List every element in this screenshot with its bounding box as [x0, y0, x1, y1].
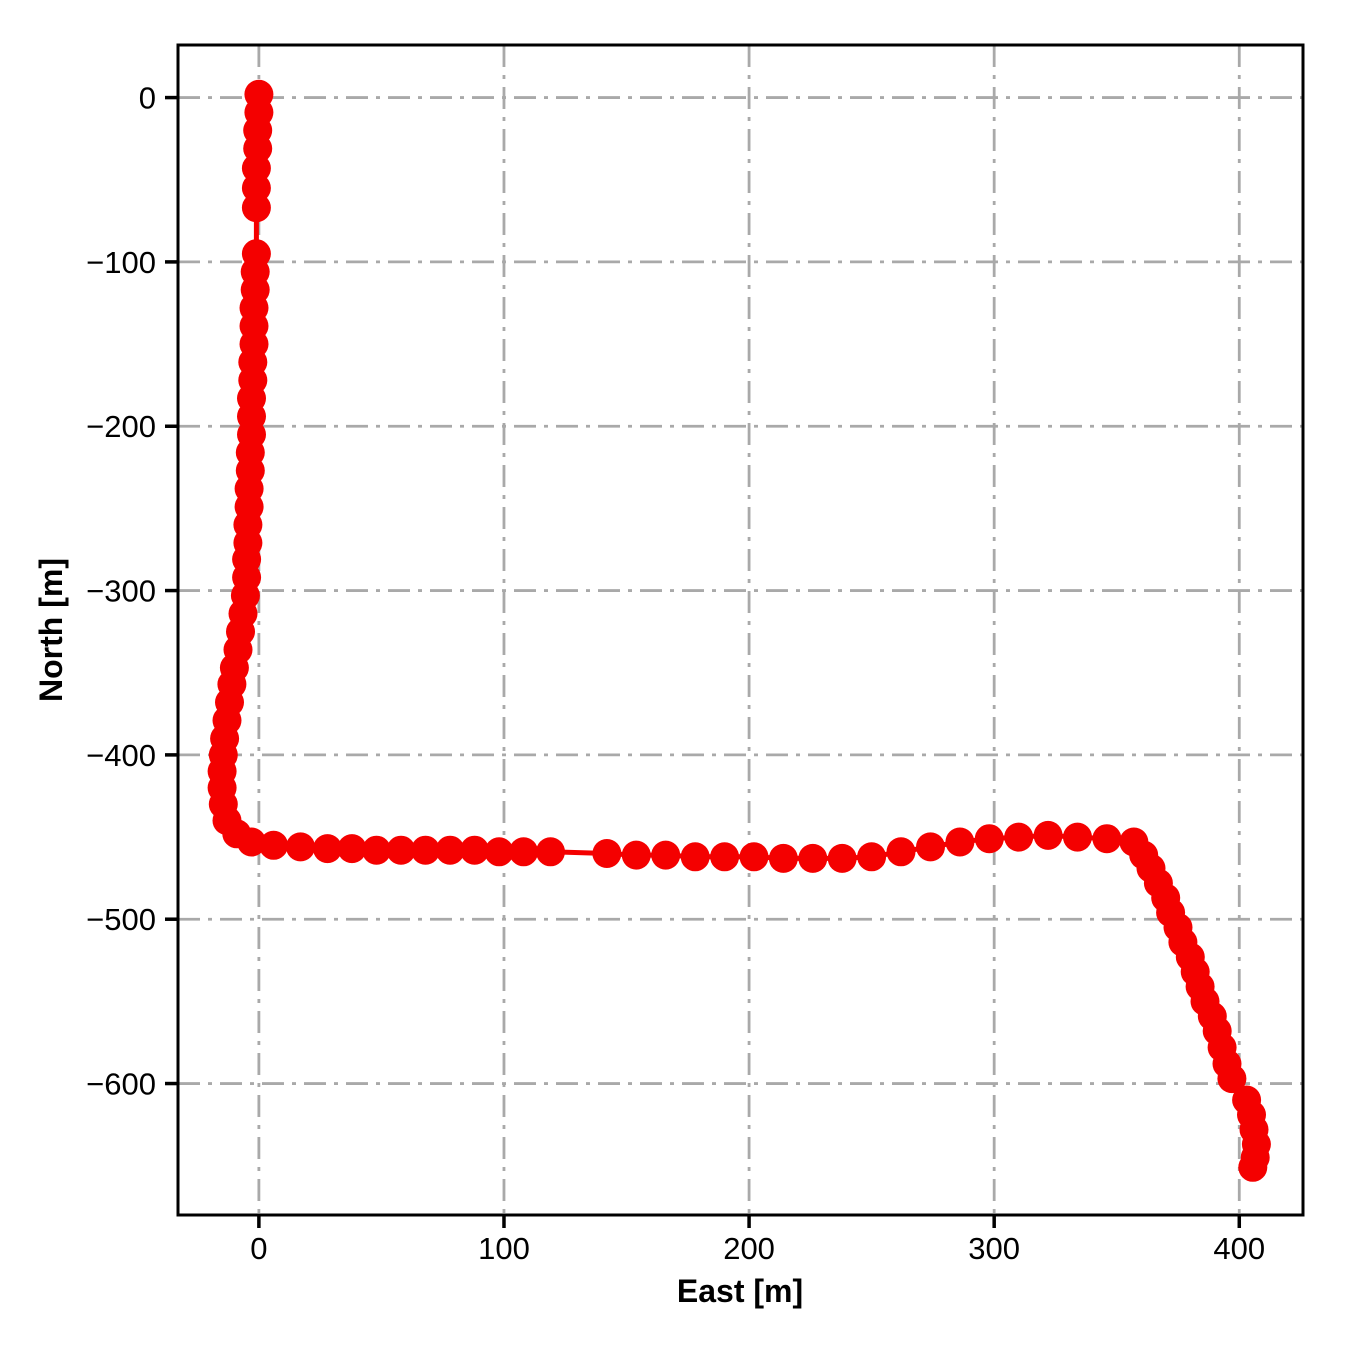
trajectory-line: [219, 91, 1259, 1170]
data-point-marker: [974, 824, 1004, 854]
data-point-marker: [509, 837, 539, 867]
x-tick-label: 300: [968, 1231, 1020, 1266]
x-tick-label: 100: [478, 1231, 530, 1266]
plot-border: [176, 43, 1305, 1217]
axis-ticks: [165, 95, 1242, 1228]
data-point-marker: [1004, 822, 1034, 852]
data-point-marker: [827, 843, 857, 873]
grid-lines: [178, 45, 1303, 1215]
data-point-marker: [1092, 824, 1122, 854]
y-tick-label: −300: [86, 574, 156, 609]
data-point-marker: [411, 835, 440, 865]
data-point-marker: [241, 193, 271, 223]
data-point-marker: [857, 842, 887, 872]
data-point-marker: [651, 840, 681, 870]
x-tick-label: 200: [723, 1231, 775, 1266]
y-tick-label: 0: [139, 81, 156, 116]
y-tick-label: −500: [86, 902, 156, 937]
y-axis-label: North [m]: [33, 558, 69, 702]
y-tick-label: −200: [86, 409, 156, 444]
x-tick-label: 0: [250, 1231, 267, 1266]
data-point-marker: [916, 832, 945, 862]
data-point-marker: [237, 827, 266, 857]
data-point-marker: [1217, 1064, 1247, 1094]
data-point-marker: [286, 832, 315, 862]
data-point-marker: [739, 842, 769, 872]
data-point-marker: [798, 843, 828, 873]
data-point-marker: [886, 837, 916, 867]
data-point-marker: [680, 842, 710, 872]
data-point-marker: [710, 842, 740, 872]
trajectory-markers: [207, 79, 1271, 1182]
y-tick-label: −400: [86, 738, 156, 773]
data-point-marker: [484, 837, 514, 867]
data-point-marker: [460, 835, 490, 865]
data-point-marker: [386, 835, 416, 865]
data-point-marker: [1238, 1152, 1268, 1182]
data-point-marker: [313, 834, 342, 864]
tick-labels: 0 100 200 300 400 0 −100 −200 −300 −400 −500 −600: [86, 81, 1265, 1266]
data-point-marker: [1063, 822, 1092, 852]
data-point-marker: [536, 837, 565, 867]
data-point-marker: [945, 827, 975, 857]
x-axis-label: East [m]: [677, 1273, 803, 1309]
data-point-marker: [592, 839, 622, 868]
y-tick-label: −600: [86, 1067, 156, 1102]
data-point-marker: [1033, 820, 1063, 850]
data-point-marker: [435, 835, 465, 865]
data-point-marker: [362, 835, 391, 865]
data-point-marker: [337, 834, 367, 864]
y-tick-label: −100: [86, 245, 156, 280]
data-point-marker: [259, 830, 289, 860]
x-tick-label: 400: [1213, 1231, 1265, 1266]
data-point-marker: [621, 840, 651, 870]
data-point-marker: [768, 843, 798, 873]
